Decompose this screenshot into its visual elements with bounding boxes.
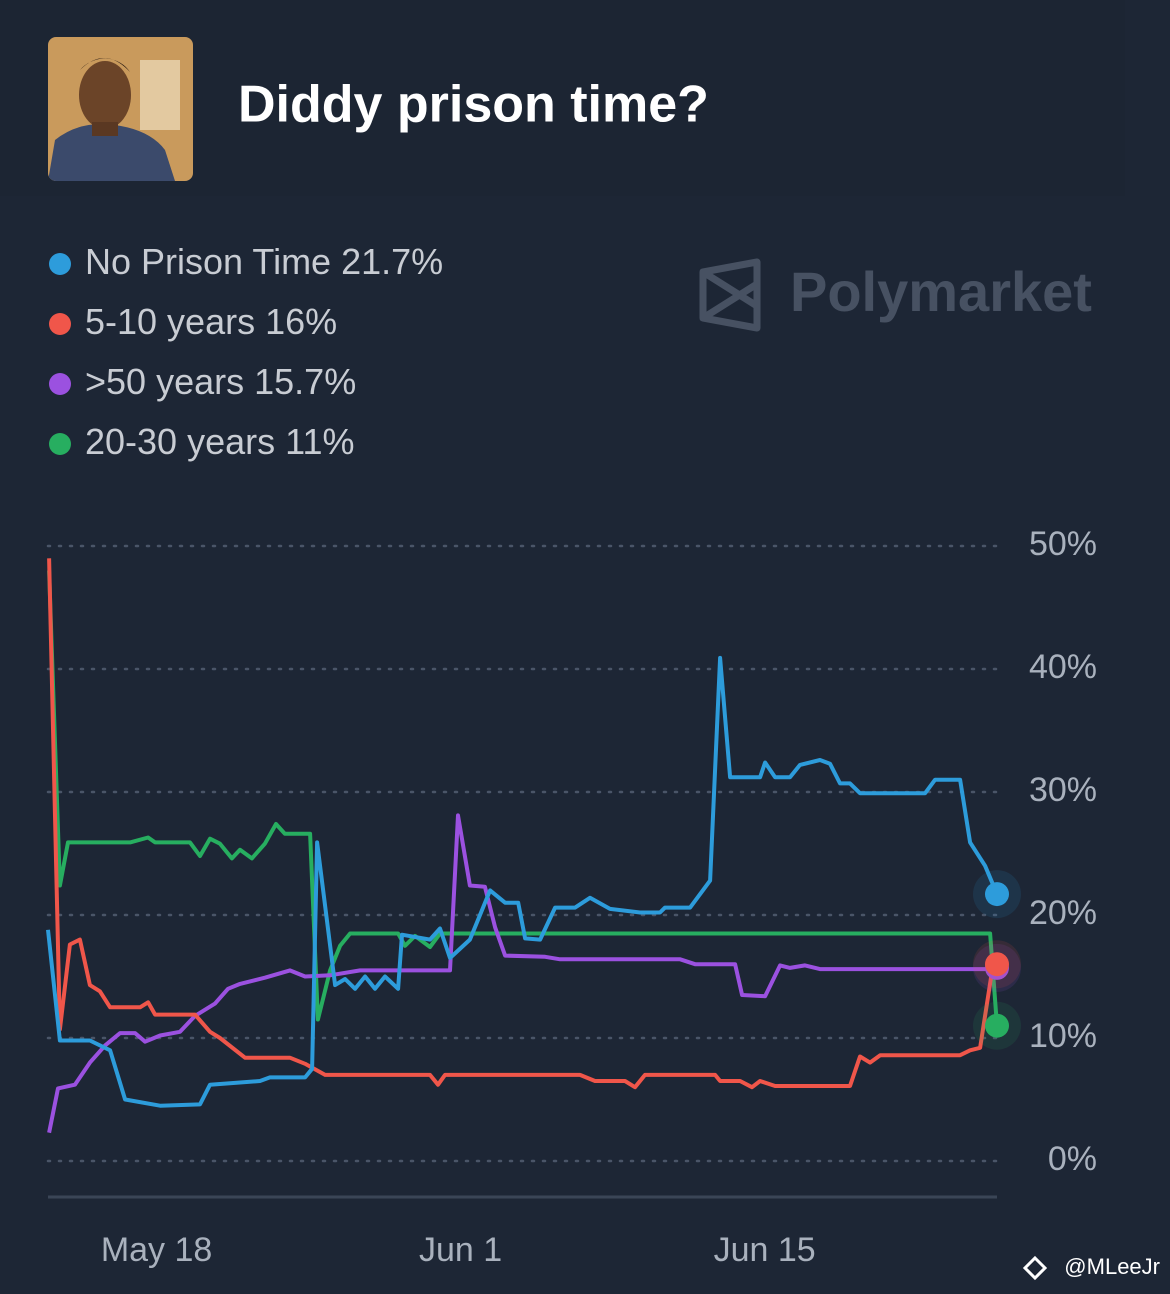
legend-dot: [49, 433, 71, 455]
legend-item: 5-10 years 16%: [49, 301, 337, 342]
legend-name: 20-30 years: [85, 421, 275, 462]
end-dot: [985, 882, 1009, 907]
legend-value: 15.7%: [254, 361, 356, 402]
x-tick-label: May 18: [101, 1231, 213, 1269]
y-tick-label: 10%: [1029, 1017, 1097, 1055]
end-dot: [985, 1013, 1009, 1038]
legend-text: >50 years 15.7%: [85, 361, 356, 402]
watermark-text: Polymarket: [790, 260, 1092, 323]
series-line: [47, 570, 999, 1026]
legend-text: No Prison Time 21.7%: [85, 241, 443, 282]
y-tick-label: 20%: [1029, 894, 1097, 932]
y-tick-label: 0%: [1048, 1140, 1097, 1178]
y-tick-label: 50%: [1029, 525, 1097, 563]
legend-dot: [49, 373, 71, 395]
series-line: [47, 813, 998, 1134]
end-dot: [985, 952, 1009, 977]
legend-value: 16%: [265, 301, 337, 342]
watermark: Polymarket: [699, 258, 1092, 332]
legend-name: 5-10 years: [85, 301, 255, 342]
y-tick-label: 30%: [1029, 771, 1097, 809]
x-tick-label: Jun 1: [419, 1231, 502, 1269]
avatar: [48, 37, 193, 181]
series-line: [46, 655, 999, 1108]
legend-item: No Prison Time 21.7%: [49, 241, 443, 282]
legend-value: 21.7%: [341, 241, 443, 282]
legend-item: >50 years 15.7%: [49, 361, 356, 402]
x-tick-label: Jun 15: [714, 1231, 816, 1269]
legend-item: 20-30 years 11%: [49, 421, 355, 462]
legend-text: 20-30 years 11%: [85, 421, 355, 462]
y-tick-label: 40%: [1029, 648, 1097, 686]
legend-dot: [49, 313, 71, 335]
credit: @MLeeJr: [1022, 1254, 1160, 1281]
credit-icon: [1022, 1255, 1048, 1281]
series-line: [47, 558, 997, 1090]
legend-text: 5-10 years 16%: [85, 301, 337, 342]
legend-name: >50 years: [85, 361, 244, 402]
legend-dot: [49, 253, 71, 275]
legend-name: No Prison Time: [85, 241, 331, 282]
credit-text: @MLeeJr: [1064, 1254, 1160, 1279]
legend-value: 11%: [285, 421, 354, 462]
title: Diddy prison time?: [238, 76, 709, 134]
watermark-logo: [699, 258, 761, 332]
